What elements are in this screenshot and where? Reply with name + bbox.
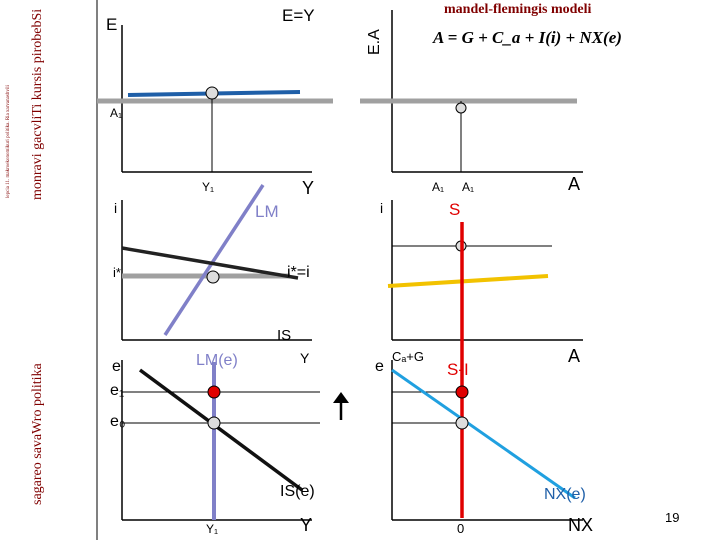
top-right-point — [455, 102, 467, 114]
label-A-top: A — [568, 174, 581, 194]
label-A1-mid-a: A₁ — [432, 180, 445, 194]
label-A-mid: A — [568, 346, 581, 366]
label-Y1-bottom: Y₁ — [206, 522, 219, 536]
label-LM: LM — [255, 202, 279, 221]
label-E-eq-Y: E=Y — [282, 6, 315, 25]
sidebar-subtitle: sagareo savaWro politika — [30, 363, 45, 505]
lm-curve — [163, 184, 265, 336]
label-Y-bottom: Y — [300, 515, 313, 535]
label-S-minus-I: S-I — [447, 360, 469, 379]
e0-left-point — [207, 416, 221, 430]
label-E: E — [106, 15, 118, 34]
label-IS-e: IS(e) — [280, 483, 315, 500]
label-Y1-top: Y₁ — [202, 180, 215, 194]
label-IS: IS — [277, 327, 292, 344]
label-A1-left: A₁ — [110, 106, 123, 120]
label-i-star-left: i* — [113, 265, 121, 280]
label-Y-top: Y — [302, 178, 315, 198]
label-i-right: i — [380, 200, 384, 216]
label-e0: e₀ — [110, 413, 126, 430]
e1-left-point — [207, 385, 221, 399]
sidebar-main-title: monravi gacvliTi kursis pirobebSi — [30, 8, 45, 200]
yellow-istar-line — [387, 274, 549, 288]
page-title: mandel-flemingis modeli — [444, 2, 592, 17]
label-NX: NX — [568, 515, 594, 535]
is-curve — [121, 246, 299, 280]
equation: A = G + C_a + I(i) + NX(e) — [433, 28, 622, 47]
nx-e-curve — [391, 368, 576, 500]
label-Y-mid: Y — [300, 350, 310, 366]
label-i-star-eq: i*=i — [287, 264, 310, 281]
label-e-left: e — [112, 358, 121, 375]
e1-right-point — [455, 385, 469, 399]
label-NX-e: NX(e) — [544, 486, 586, 503]
label-i-left: i — [114, 200, 118, 216]
e0-right-point — [455, 416, 469, 430]
top-left-equilibrium-point — [205, 86, 219, 100]
label-e1: e₁ — [110, 382, 125, 399]
mid-left-equilibrium-point — [206, 270, 220, 284]
up-arrow-head — [333, 392, 349, 403]
is-e-curve — [138, 368, 304, 492]
label-LM-e: LM(e) — [196, 352, 238, 369]
label-zero: 0 — [457, 521, 465, 536]
label-Ca-G: Cₐ+G — [392, 349, 424, 364]
label-EA: E.A — [366, 29, 383, 55]
label-A1-mid-b: A₁ — [462, 180, 475, 194]
label-e-right: e — [375, 358, 384, 375]
label-S: S — [449, 200, 461, 219]
sidebar-lecture-title: lepcia 11. makroekonomikuri politika. Ri… — [6, 85, 11, 198]
page-number: 19 — [665, 510, 680, 525]
